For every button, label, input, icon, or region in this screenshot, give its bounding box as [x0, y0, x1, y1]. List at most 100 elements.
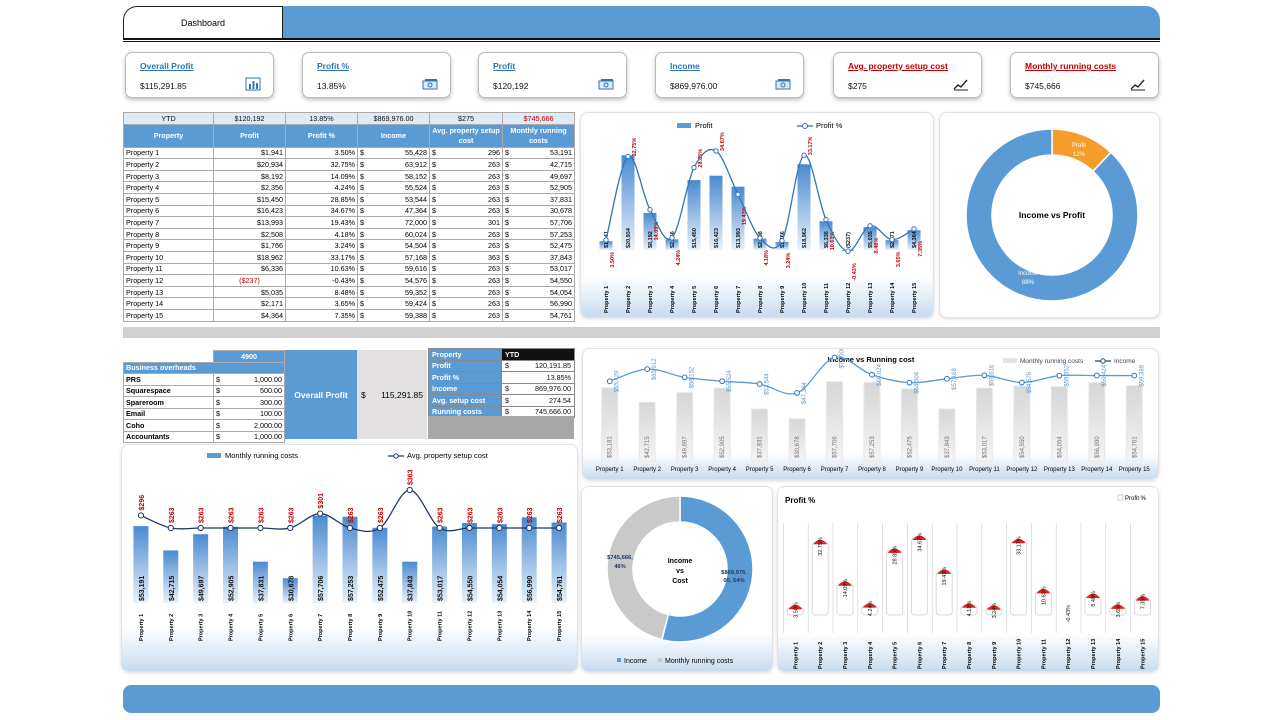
x-tick-label: Property 6 [917, 642, 923, 669]
profit-pct-cell: 33.17% [285, 250, 358, 264]
running-value: 53,191 [550, 148, 572, 158]
running-value: 56,990 [550, 299, 572, 309]
donut-title: Income [668, 558, 693, 565]
running-bar-label: $54,761 [557, 576, 564, 601]
currency-symbol [501, 371, 512, 384]
running-bar [432, 526, 448, 603]
table-header-row: Property Profit Profit % Income Avg. pro… [123, 123, 575, 148]
running-value: 52,475 [550, 241, 572, 251]
property-name-cell: Property 2 [123, 158, 214, 171]
overhead-row[interactable]: Email $100.00 [123, 407, 285, 420]
table-row[interactable]: Property 3 $8,192 14.09% $58,152 $263 $49,697 [123, 169, 575, 183]
income-cell: $60,024 [357, 227, 430, 241]
setup-point [436, 524, 443, 532]
income-cell: $63,912 [357, 158, 430, 171]
income-vs-cost-card: Income vs Cost $869,976. 00, 54% $745,666, 46%… [581, 486, 773, 672]
kpi-value: $869,976.00 [670, 81, 718, 91]
setup-value: 263 [488, 171, 500, 181]
income-value: 54,576 [405, 275, 427, 285]
overhead-row[interactable]: PRS $1,000.00 [123, 373, 285, 386]
income-point [944, 375, 950, 382]
table-row[interactable]: Property 7 $13,993 19.43% $72,000 $301 $57,70… [123, 216, 575, 229]
setup-point [167, 524, 174, 532]
kpi-profit-pct[interactable]: Profit % 13.85% [302, 52, 451, 98]
line-chart-icon [953, 79, 968, 91]
running-bar-label: $57,706 [318, 576, 325, 601]
overhead-value: 100.00 [225, 407, 285, 420]
table-row[interactable]: Property 4 $2,356 4.24% $55,524 $263 $52,905 [123, 181, 575, 194]
x-tick-label: Property 2 [169, 614, 175, 641]
column-header[interactable]: Avg. property setup cost [429, 123, 503, 148]
setup-point-label: $263 [199, 507, 206, 523]
overhead-value: 1,000.00 [225, 373, 285, 386]
profit-pct-label: 8.48% [1091, 591, 1097, 607]
income-point-label: $55,524 [727, 370, 733, 392]
table-row[interactable]: Property 14 $2,171 3.65% $59,424 $263 $56,990 [123, 297, 575, 310]
income-point [681, 374, 688, 381]
kpi-avg-setup-cost[interactable]: Avg. property setup cost $275 [833, 52, 982, 98]
table-row[interactable]: Property 8 $2,508 4.18% $60,024 $263 $57,253 [123, 227, 575, 241]
column-header[interactable]: Monthly running costs [502, 123, 575, 148]
profit-pct-cell: 4.18% [285, 227, 358, 241]
column-header[interactable]: Income [357, 123, 430, 148]
kpi-income[interactable]: Income $869,976.00 [655, 52, 804, 98]
summary-row[interactable]: Profit $120,191.85 [428, 359, 575, 372]
running-bar [312, 515, 328, 603]
running-bar-label: $54,550 [467, 576, 474, 601]
slice-value: 88% [1022, 280, 1035, 286]
summary-row[interactable]: Income $869,976.00 [428, 382, 575, 395]
income-cell: $58,152 [357, 169, 430, 183]
kpi-monthly-running[interactable]: Monthly running costs $745,666 [1010, 52, 1159, 98]
overhead-row[interactable]: Squarespace $500.00 [123, 384, 285, 397]
legend-label: Income [624, 658, 647, 665]
overhead-row[interactable]: Spareroom $300.00 [123, 396, 285, 409]
summary-row[interactable]: Avg. setup cost $274.54 [428, 394, 575, 407]
setup-cell: $296 [429, 146, 503, 160]
setup-point-label: $263 [288, 507, 295, 523]
header-divider [123, 38, 1160, 40]
column-header[interactable]: Profit % [285, 123, 358, 148]
summary-row[interactable]: Running costs $745,666.00 [428, 405, 575, 418]
setup-point [257, 524, 264, 532]
table-row[interactable]: Property 9 $1,766 3.24% $54,504 $263 $52,475 [123, 239, 575, 252]
running-bar [521, 517, 537, 603]
profit-bar-label: $15,450 [692, 228, 698, 248]
table-row[interactable]: Property 6 $16,423 34.67% $47,364 $263 $30,67… [123, 204, 575, 218]
profit-pct-label: 34.67% [917, 533, 923, 552]
running-bar [788, 418, 806, 462]
x-tick-label: Property 14 [1081, 467, 1113, 473]
ytd-profit: $120,192 [213, 112, 286, 125]
currency-symbol: $ [501, 359, 512, 372]
summary-row[interactable]: Profit % 13.85% [428, 371, 575, 384]
table-row[interactable]: Property 2 $20,934 32.75% $63,912 $263 $42,71… [123, 158, 575, 171]
money-icon [775, 79, 791, 90]
profit-pct-cell: 14.09% [285, 169, 358, 183]
profit-pct-point [757, 235, 763, 241]
kpi-profit[interactable]: Profit $120,192 [478, 52, 627, 98]
summary-value: 120,191.85 [511, 359, 575, 372]
table-row[interactable]: Property 15 $4,364 7.35% $59,388 $263 $54,761 [123, 308, 575, 322]
money-icon [598, 79, 614, 90]
x-tick-label: Property 12 [467, 611, 473, 641]
profit-cell: $6,336 [213, 262, 286, 276]
running-bar [1050, 386, 1068, 462]
profit-pct-label: 10.63% [830, 232, 836, 251]
table-row[interactable]: Property 1 $1,941 3.50% $55,428 $296 $53,191 [123, 146, 575, 160]
column-header[interactable]: Property [123, 123, 214, 148]
table-row[interactable]: Property 10 $18,962 33.17% $57,168 $363 $37,8… [123, 250, 575, 264]
table-row[interactable]: Property 12 ($237) -0.43% $54,576 $263 $54,55… [123, 274, 575, 287]
x-tick-label: Property 9 [378, 614, 384, 641]
table-row[interactable]: Property 11 $6,336 10.63% $59,616 $263 $53,01… [123, 262, 575, 276]
property-name-cell: Property 8 [123, 227, 214, 241]
kpi-overall-profit[interactable]: Overall Profit $115,291.85 [125, 52, 274, 98]
column-header[interactable]: Profit [213, 123, 286, 148]
income-cell: $54,504 [357, 239, 430, 252]
table-row[interactable]: Property 5 $15,450 28.85% $53,544 $263 $37,83… [123, 192, 575, 206]
running-bar [551, 522, 567, 603]
tab-dashboard[interactable]: Dashboard [123, 6, 283, 39]
setup-value: 263 [488, 310, 500, 320]
overhead-row[interactable]: Coho $2,000.00 [123, 419, 285, 432]
x-tick-label: Property 13 [497, 611, 503, 641]
overhead-row[interactable]: Accountants $1,000.00 [123, 430, 285, 443]
table-row[interactable]: Property 13 $5,035 8.48% $59,352 $263 $54,054 [123, 285, 575, 299]
